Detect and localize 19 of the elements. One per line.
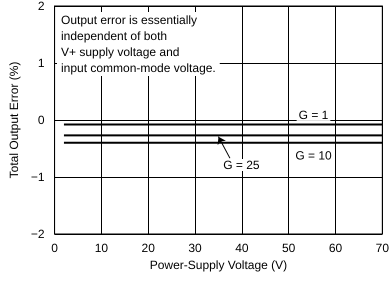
annotation: Output error is essentially independent of both V+ supply voltage and input common-mode voltage. — [61, 13, 216, 75]
x-tick-label: 10 — [94, 241, 108, 255]
x-tick-label: 20 — [142, 241, 156, 255]
x-tick-label: 40 — [235, 241, 249, 255]
y-tick-label: 2 — [38, 0, 45, 13]
legend-label: G = 25 — [223, 158, 260, 172]
y-tick-label: −1 — [30, 170, 45, 184]
x-axis-title: Power-Supply Voltage (V) — [150, 258, 288, 272]
y-tick-label: 1 — [38, 56, 45, 70]
y-tick-label: 0 — [38, 113, 45, 127]
series-label: G = 1 — [298, 108, 329, 122]
x-tick-label: 60 — [328, 241, 342, 255]
series-label: G = 10 — [295, 148, 332, 162]
y-axis-title: Total Output Error (%) — [7, 62, 21, 178]
x-tick-label: 70 — [376, 241, 390, 255]
y-tick-label: −2 — [30, 227, 45, 241]
x-tick-label: 30 — [188, 241, 202, 255]
x-tick-label: 50 — [282, 241, 296, 255]
x-tick-label: 0 — [51, 241, 58, 255]
